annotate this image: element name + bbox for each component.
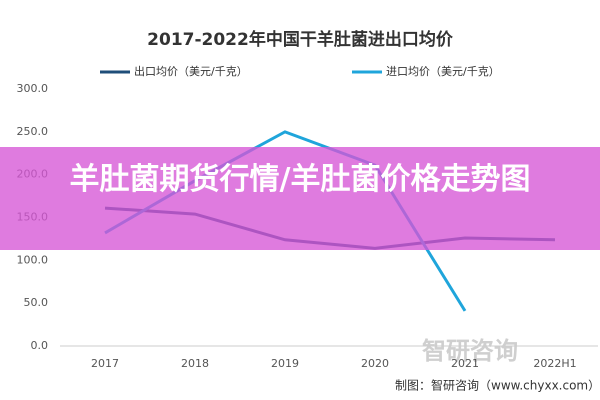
y-tick-label: 300.0	[17, 82, 49, 95]
y-tick-label: 100.0	[17, 253, 49, 266]
y-tick-label: 0.0	[31, 339, 49, 352]
x-tick-label: 2021	[451, 357, 479, 370]
watermark: 智研咨询	[422, 337, 518, 365]
legend-label: 出口均价（美元/千克）	[134, 64, 248, 78]
y-tick-label: 50.0	[24, 296, 49, 309]
y-tick-label: 250.0	[17, 125, 49, 138]
banner: 羊肚菌期货行情/羊肚菌价格走势图	[0, 147, 600, 250]
x-tick-label: 2019	[271, 357, 299, 370]
banner-text: 羊肚菌期货行情/羊肚菌价格走势图	[69, 162, 531, 197]
x-tick-label: 2018	[181, 357, 209, 370]
chart-title: 2017-2022年中国干羊肚菌进出口均价	[147, 29, 454, 50]
source: 制图：智研咨询（www.chyxx.com）	[395, 378, 600, 393]
x-tick-label: 2022H1	[533, 357, 576, 370]
x-tick-label: 2020	[361, 357, 389, 370]
x-tick-label: 2017	[91, 357, 119, 370]
legend-label: 进口均价（美元/千克）	[386, 65, 500, 78]
